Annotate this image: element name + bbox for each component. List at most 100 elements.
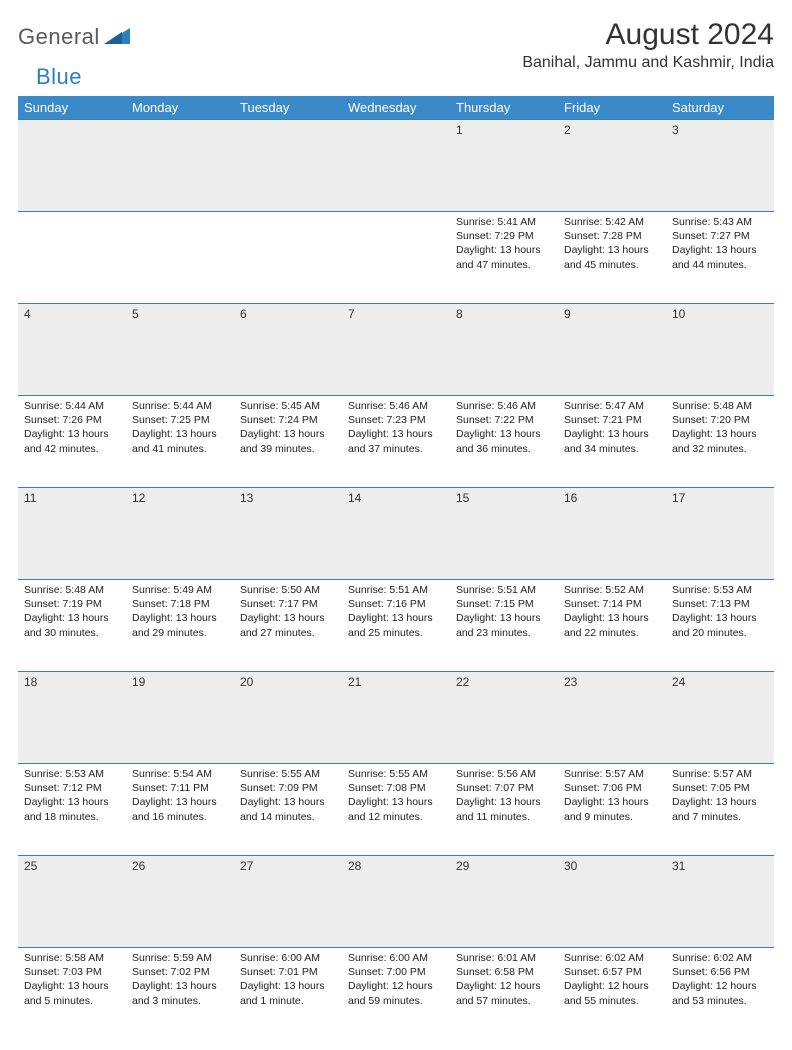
day-content-cell: Sunrise: 5:46 AMSunset: 7:22 PMDaylight:… — [450, 396, 558, 488]
day-number: 31 — [666, 856, 774, 876]
day-number: 2 — [558, 120, 666, 140]
day-details: Sunrise: 5:49 AMSunset: 7:18 PMDaylight:… — [126, 580, 234, 646]
day-number: 20 — [234, 672, 342, 692]
day-number-cell: 27 — [234, 856, 342, 948]
logo-triangle-icon — [104, 26, 130, 49]
day-details: Sunrise: 5:56 AMSunset: 7:07 PMDaylight:… — [450, 764, 558, 830]
day-details: Sunrise: 6:02 AMSunset: 6:56 PMDaylight:… — [666, 948, 774, 1014]
day-details: Sunrise: 5:48 AMSunset: 7:20 PMDaylight:… — [666, 396, 774, 462]
day-number: 18 — [18, 672, 126, 692]
day-content-cell: Sunrise: 6:01 AMSunset: 6:58 PMDaylight:… — [450, 948, 558, 1040]
day-number-cell: 15 — [450, 488, 558, 580]
day-details: Sunrise: 5:51 AMSunset: 7:16 PMDaylight:… — [342, 580, 450, 646]
day-number-cell: 18 — [18, 672, 126, 764]
day-details: Sunrise: 5:41 AMSunset: 7:29 PMDaylight:… — [450, 212, 558, 278]
day-number: 14 — [342, 488, 450, 508]
day-content-cell: Sunrise: 5:48 AMSunset: 7:20 PMDaylight:… — [666, 396, 774, 488]
month-title: August 2024 — [522, 18, 774, 52]
day-content-cell: Sunrise: 5:55 AMSunset: 7:09 PMDaylight:… — [234, 764, 342, 856]
day-content-cell: Sunrise: 5:51 AMSunset: 7:15 PMDaylight:… — [450, 580, 558, 672]
day-details: Sunrise: 5:45 AMSunset: 7:24 PMDaylight:… — [234, 396, 342, 462]
day-number-cell: 19 — [126, 672, 234, 764]
day-content-cell: Sunrise: 6:02 AMSunset: 6:56 PMDaylight:… — [666, 948, 774, 1040]
day-details: Sunrise: 5:47 AMSunset: 7:21 PMDaylight:… — [558, 396, 666, 462]
day-number-cell: 30 — [558, 856, 666, 948]
day-content-cell: Sunrise: 5:53 AMSunset: 7:12 PMDaylight:… — [18, 764, 126, 856]
day-number: 25 — [18, 856, 126, 876]
weekday-header-cell: Sunday — [18, 96, 126, 120]
day-number-cell: 20 — [234, 672, 342, 764]
day-content-cell: Sunrise: 5:43 AMSunset: 7:27 PMDaylight:… — [666, 212, 774, 304]
day-content-cell: Sunrise: 5:41 AMSunset: 7:29 PMDaylight:… — [450, 212, 558, 304]
day-number-cell: 12 — [126, 488, 234, 580]
day-content-cell: Sunrise: 6:00 AMSunset: 7:00 PMDaylight:… — [342, 948, 450, 1040]
day-details: Sunrise: 5:53 AMSunset: 7:13 PMDaylight:… — [666, 580, 774, 646]
day-number: 11 — [18, 488, 126, 508]
weekday-header-cell: Monday — [126, 96, 234, 120]
day-content-cell: Sunrise: 5:45 AMSunset: 7:24 PMDaylight:… — [234, 396, 342, 488]
day-number-cell: 17 — [666, 488, 774, 580]
day-details: Sunrise: 5:46 AMSunset: 7:22 PMDaylight:… — [450, 396, 558, 462]
day-number: 9 — [558, 304, 666, 324]
day-details: Sunrise: 5:57 AMSunset: 7:06 PMDaylight:… — [558, 764, 666, 830]
day-number-cell: 26 — [126, 856, 234, 948]
day-number: 12 — [126, 488, 234, 508]
day-number: 7 — [342, 304, 450, 324]
day-number-cell: 13 — [234, 488, 342, 580]
day-details: Sunrise: 6:00 AMSunset: 7:00 PMDaylight:… — [342, 948, 450, 1014]
day-number-cell: 1 — [450, 120, 558, 212]
day-number-cell: 22 — [450, 672, 558, 764]
day-content-cell: Sunrise: 5:55 AMSunset: 7:08 PMDaylight:… — [342, 764, 450, 856]
day-details: Sunrise: 5:44 AMSunset: 7:26 PMDaylight:… — [18, 396, 126, 462]
day-number: 15 — [450, 488, 558, 508]
day-content-cell: Sunrise: 5:57 AMSunset: 7:06 PMDaylight:… — [558, 764, 666, 856]
day-number-cell: 3 — [666, 120, 774, 212]
day-number: 24 — [666, 672, 774, 692]
weekday-header-cell: Friday — [558, 96, 666, 120]
day-details: Sunrise: 5:52 AMSunset: 7:14 PMDaylight:… — [558, 580, 666, 646]
day-details: Sunrise: 6:00 AMSunset: 7:01 PMDaylight:… — [234, 948, 342, 1014]
day-content-cell: Sunrise: 6:00 AMSunset: 7:01 PMDaylight:… — [234, 948, 342, 1040]
day-number: 27 — [234, 856, 342, 876]
day-number-cell: 5 — [126, 304, 234, 396]
day-content-cell: Sunrise: 5:42 AMSunset: 7:28 PMDaylight:… — [558, 212, 666, 304]
day-details: Sunrise: 5:51 AMSunset: 7:15 PMDaylight:… — [450, 580, 558, 646]
day-number-cell: 6 — [234, 304, 342, 396]
day-number-cell: 10 — [666, 304, 774, 396]
day-number-cell: 31 — [666, 856, 774, 948]
day-number-cell: 4 — [18, 304, 126, 396]
day-content-cell: Sunrise: 5:49 AMSunset: 7:18 PMDaylight:… — [126, 580, 234, 672]
day-content-cell: Sunrise: 5:51 AMSunset: 7:16 PMDaylight:… — [342, 580, 450, 672]
day-number-cell: 21 — [342, 672, 450, 764]
day-number-cell: 16 — [558, 488, 666, 580]
day-number: 16 — [558, 488, 666, 508]
day-content-cell: Sunrise: 6:02 AMSunset: 6:57 PMDaylight:… — [558, 948, 666, 1040]
day-number: 30 — [558, 856, 666, 876]
brand-general: General — [18, 24, 100, 50]
day-content-cell: Sunrise: 5:57 AMSunset: 7:05 PMDaylight:… — [666, 764, 774, 856]
calendar-table: SundayMondayTuesdayWednesdayThursdayFrid… — [18, 96, 774, 1040]
day-details: Sunrise: 5:50 AMSunset: 7:17 PMDaylight:… — [234, 580, 342, 646]
day-details: Sunrise: 5:54 AMSunset: 7:11 PMDaylight:… — [126, 764, 234, 830]
day-details: Sunrise: 5:42 AMSunset: 7:28 PMDaylight:… — [558, 212, 666, 278]
day-number: 6 — [234, 304, 342, 324]
day-details: Sunrise: 5:53 AMSunset: 7:12 PMDaylight:… — [18, 764, 126, 830]
day-number: 4 — [18, 304, 126, 324]
location-subtitle: Banihal, Jammu and Kashmir, India — [522, 54, 774, 72]
day-content-cell: Sunrise: 5:58 AMSunset: 7:03 PMDaylight:… — [18, 948, 126, 1040]
day-number-cell: 28 — [342, 856, 450, 948]
day-content-cell: Sunrise: 5:48 AMSunset: 7:19 PMDaylight:… — [18, 580, 126, 672]
day-content-cell: Sunrise: 5:56 AMSunset: 7:07 PMDaylight:… — [450, 764, 558, 856]
day-details: Sunrise: 5:58 AMSunset: 7:03 PMDaylight:… — [18, 948, 126, 1014]
day-details: Sunrise: 6:02 AMSunset: 6:57 PMDaylight:… — [558, 948, 666, 1014]
day-number: 17 — [666, 488, 774, 508]
day-content-cell: Sunrise: 5:54 AMSunset: 7:11 PMDaylight:… — [126, 764, 234, 856]
day-content-cell: Sunrise: 5:50 AMSunset: 7:17 PMDaylight:… — [234, 580, 342, 672]
calendar-body: 123 Sunrise: 5:41 AMSunset: 7:29 PMDayli… — [18, 120, 774, 1040]
day-number-cell: 2 — [558, 120, 666, 212]
day-details: Sunrise: 5:46 AMSunset: 7:23 PMDaylight:… — [342, 396, 450, 462]
day-number-cell: 14 — [342, 488, 450, 580]
weekday-header-cell: Tuesday — [234, 96, 342, 120]
day-number: 19 — [126, 672, 234, 692]
day-content-cell: Sunrise: 5:46 AMSunset: 7:23 PMDaylight:… — [342, 396, 450, 488]
